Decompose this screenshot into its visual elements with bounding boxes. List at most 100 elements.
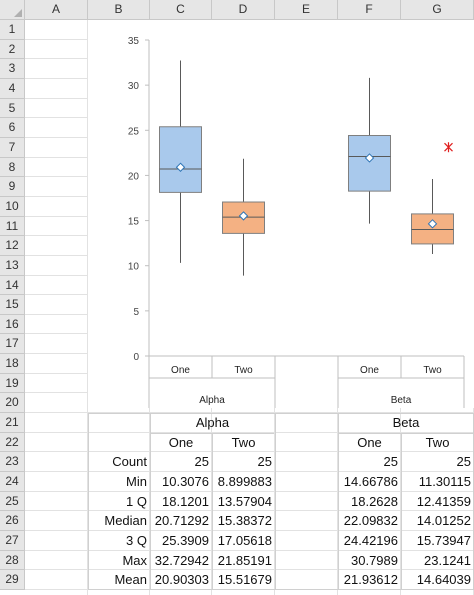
grid-row-line <box>25 530 474 532</box>
x-category-label: Two <box>423 365 442 376</box>
column-header-c[interactable]: C <box>150 0 212 20</box>
table-border <box>401 432 402 590</box>
mean-marker <box>175 162 186 172</box>
table-cell: 25 <box>257 454 272 470</box>
table-cell: 18.1201 <box>162 493 209 509</box>
table-border <box>150 413 151 590</box>
mean-marker <box>364 153 375 163</box>
table-cell: 23.1241 <box>424 552 471 568</box>
row-header-22[interactable]: 22 <box>0 432 25 453</box>
table-sub-header: One <box>357 434 382 450</box>
row-header-11[interactable]: 11 <box>0 216 25 237</box>
table-row-label: Mean <box>114 572 147 588</box>
y-tick-label: 10 <box>128 262 140 273</box>
row-header-13[interactable]: 13 <box>0 255 25 276</box>
row-header-23[interactable]: 23 <box>0 452 25 473</box>
grid-row-line <box>25 451 474 453</box>
table-sub-header: One <box>168 434 194 450</box>
row-header-8[interactable]: 8 <box>0 157 25 178</box>
table-cell: 20.71292 <box>154 513 209 529</box>
table-cell: 11.30115 <box>418 474 471 490</box>
row-header-24[interactable]: 24 <box>0 472 25 492</box>
y-tick-label: 0 <box>133 352 139 363</box>
grid-column-line <box>87 20 88 595</box>
row-header-14[interactable]: 14 <box>0 275 25 296</box>
x-category-label: One <box>360 365 379 376</box>
table-cell: 12.41359 <box>416 493 471 509</box>
table-row-label: 3 Q <box>126 533 147 549</box>
select-all-corner[interactable] <box>0 0 25 20</box>
table-cell: 13.57904 <box>217 493 272 509</box>
mean-marker <box>238 211 249 221</box>
table-border <box>212 432 213 590</box>
grid-row-line <box>25 510 474 512</box>
box-beta-one <box>348 135 391 192</box>
column-header-g[interactable]: G <box>401 0 474 20</box>
row-header-4[interactable]: 4 <box>0 78 25 99</box>
row-header-20[interactable]: 20 <box>0 393 25 414</box>
y-tick-label: 35 <box>128 36 140 47</box>
x-category-label: One <box>171 365 190 376</box>
table-cell: 21.85191 <box>217 552 272 568</box>
row-header-15[interactable]: 15 <box>0 295 25 315</box>
table-row-label: Count <box>112 454 147 470</box>
column-header-d[interactable]: D <box>212 0 275 20</box>
mean-marker <box>427 219 438 229</box>
row-header-2[interactable]: 2 <box>0 39 25 60</box>
table-border <box>88 413 474 415</box>
row-header-29[interactable]: 29 <box>0 570 25 590</box>
row-header-26[interactable]: 26 <box>0 511 25 532</box>
row-header-17[interactable]: 17 <box>0 334 25 355</box>
table-cell: 25 <box>194 454 209 470</box>
table-cell: 17.05618 <box>217 533 272 549</box>
table-cell: 14.64039 <box>416 572 471 588</box>
table-border <box>338 432 474 434</box>
y-tick-label: 15 <box>128 217 140 228</box>
chart-svg: 0 5 10 15 20 25 30 35 One Two One Two Alpha Beta <box>128 36 465 408</box>
row-header-25[interactable]: 25 <box>0 491 25 512</box>
table-cell: 15.73947 <box>416 533 471 549</box>
table-row-label: Median <box>104 513 147 529</box>
row-header-7[interactable]: 7 <box>0 137 25 158</box>
x-group-label: Beta <box>391 395 412 406</box>
row-header-3[interactable]: 3 <box>0 59 25 79</box>
row-header-5[interactable]: 5 <box>0 98 25 119</box>
table-cell: 32.72942 <box>154 552 209 568</box>
table-row-label: Min <box>126 474 147 490</box>
row-header-12[interactable]: 12 <box>0 236 25 256</box>
row-header-10[interactable]: 10 <box>0 196 25 217</box>
column-header-a[interactable]: A <box>25 0 88 20</box>
box-beta-two <box>411 213 454 245</box>
column-header-f[interactable]: F <box>338 0 401 20</box>
row-header-16[interactable]: 16 <box>0 314 25 335</box>
grid-row-line <box>25 549 474 551</box>
table-cell: 30.7989 <box>351 552 398 568</box>
grid-row-line <box>25 431 474 433</box>
y-tick-label: 25 <box>128 126 140 137</box>
row-header-6[interactable]: 6 <box>0 118 25 138</box>
table-cell: 25 <box>383 454 398 470</box>
table-border <box>150 432 274 434</box>
row-header-27[interactable]: 27 <box>0 531 25 551</box>
row-header-9[interactable]: 9 <box>0 177 25 197</box>
table-cell: 24.42196 <box>343 533 398 549</box>
column-header-b[interactable]: B <box>88 0 150 20</box>
table-sub-header: Two <box>425 434 450 450</box>
table-cell: 15.51679 <box>217 572 272 588</box>
table-cell: 15.38372 <box>217 513 272 529</box>
x-group-label: Alpha <box>199 395 225 406</box>
table-cell: 14.01252 <box>416 513 471 529</box>
row-header-28[interactable]: 28 <box>0 550 25 571</box>
row-header-21[interactable]: 21 <box>0 413 25 433</box>
row-header-18[interactable]: 18 <box>0 354 25 374</box>
table-sub-header: Two <box>231 434 256 450</box>
column-header-e[interactable]: E <box>275 0 338 20</box>
row-header-19[interactable]: 19 <box>0 373 25 394</box>
x-category-label: Two <box>234 365 253 376</box>
table-cell: 18.2628 <box>351 493 398 509</box>
row-header-1[interactable]: 1 <box>0 20 25 40</box>
box-plot-chart[interactable]: 0 5 10 15 20 25 30 35 One Two One Two Alpha Beta <box>88 20 474 408</box>
grid-row-line <box>25 569 474 571</box>
y-tick-label: 5 <box>133 307 139 318</box>
